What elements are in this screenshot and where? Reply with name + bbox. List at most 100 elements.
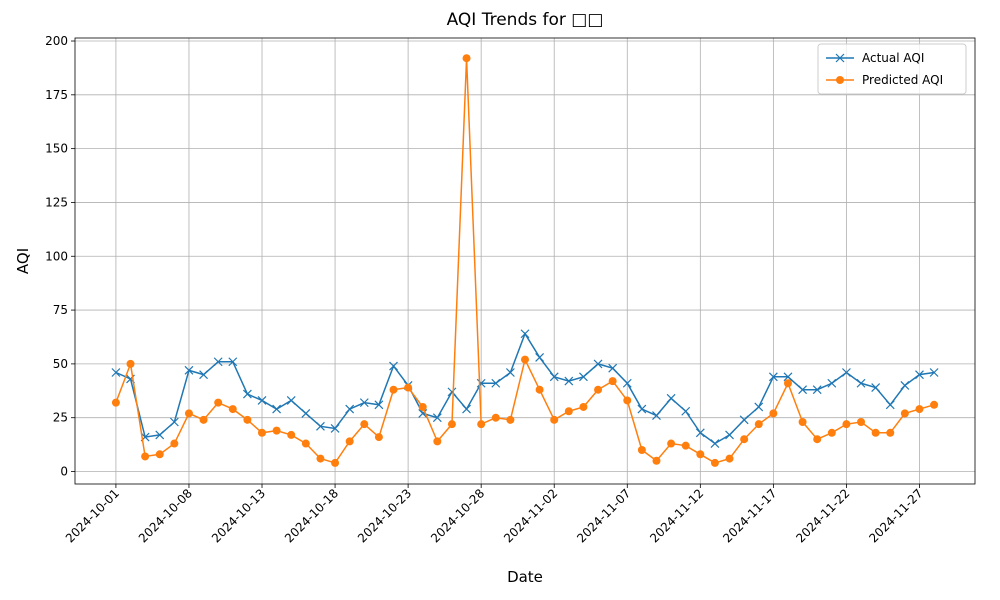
marker [184, 365, 194, 375]
marker [462, 404, 471, 414]
marker [505, 368, 515, 377]
marker-stroke [652, 411, 661, 420]
marker [331, 458, 340, 467]
marker [389, 385, 398, 394]
marker [286, 396, 296, 405]
y-tick-label: 25 [53, 411, 68, 425]
marker [608, 377, 617, 386]
x-tick-label: 2024-11-02 [501, 486, 560, 545]
marker [798, 418, 807, 427]
marker [579, 402, 588, 411]
marker-stroke [389, 361, 398, 371]
marker [900, 409, 909, 418]
marker-stroke [213, 357, 223, 367]
y-tick-label: 100 [45, 249, 68, 263]
x-tick-label: 2024-11-12 [647, 486, 706, 545]
marker [535, 353, 545, 362]
marker [345, 437, 354, 446]
marker [622, 378, 632, 388]
marker [301, 408, 311, 418]
marker-stroke [579, 372, 588, 382]
marker-stroke [505, 368, 515, 377]
marker [476, 378, 486, 388]
marker-stroke [768, 372, 778, 382]
marker-stroke [447, 387, 457, 397]
marker [141, 452, 150, 461]
marker [491, 378, 501, 388]
marker [155, 430, 165, 440]
marker-stroke [725, 430, 734, 440]
marker-stroke [835, 53, 845, 63]
y-tick-label: 175 [45, 88, 68, 102]
marker [228, 357, 238, 367]
x-tick-label: 2024-11-22 [793, 486, 852, 545]
marker-stroke [827, 378, 837, 388]
marker [374, 400, 384, 410]
marker [301, 439, 310, 448]
marker [330, 424, 340, 433]
marker [257, 396, 267, 405]
marker [739, 415, 749, 425]
marker-stroke [301, 408, 311, 418]
marker [681, 406, 691, 416]
marker-stroke [915, 370, 924, 380]
marker [637, 404, 647, 414]
legend-label: Predicted AQI [862, 73, 943, 87]
marker [754, 420, 763, 429]
marker [827, 428, 836, 437]
marker-stroke [520, 329, 530, 339]
marker-stroke [374, 400, 384, 410]
marker [740, 435, 749, 444]
marker [258, 428, 267, 437]
marker-stroke [462, 404, 471, 414]
marker [929, 368, 939, 377]
marker-stroke [871, 383, 881, 392]
marker [272, 404, 282, 414]
marker-stroke [666, 393, 676, 403]
marker-stroke [272, 404, 282, 414]
series-line [115, 58, 935, 464]
marker-stroke [242, 389, 252, 399]
marker [930, 400, 939, 409]
marker [696, 450, 705, 459]
marker-stroke [593, 359, 603, 369]
marker-stroke [199, 370, 208, 380]
legend-label: Actual AQI [862, 51, 924, 65]
marker [491, 413, 500, 422]
marker [170, 439, 179, 448]
marker [594, 385, 603, 394]
marker [549, 372, 559, 382]
marker [169, 417, 179, 427]
marker [155, 450, 164, 459]
marker [871, 428, 880, 437]
x-tick-label: 2024-11-17 [720, 486, 779, 545]
marker [623, 396, 632, 405]
x-tick-label: 2024-10-01 [63, 486, 122, 545]
marker [214, 398, 223, 407]
y-tick-label: 0 [60, 465, 68, 479]
x-tick-label: 2024-11-07 [574, 486, 633, 545]
marker [213, 357, 223, 367]
marker [184, 409, 193, 418]
marker-stroke [184, 365, 194, 375]
marker [652, 456, 661, 465]
marker [842, 420, 851, 429]
marker [856, 378, 866, 388]
marker-stroke [345, 404, 355, 414]
marker [418, 408, 428, 418]
x-tick-label: 2024-11-27 [866, 486, 925, 545]
marker [447, 387, 457, 397]
marker [418, 402, 427, 411]
marker [681, 441, 690, 450]
marker [535, 385, 544, 394]
marker [462, 54, 471, 63]
marker-stroke [622, 378, 632, 388]
y-axis-label: AQI [14, 248, 32, 274]
marker-stroke [856, 378, 866, 388]
marker-stroke [798, 385, 808, 395]
marker-stroke [549, 372, 559, 382]
x-tick-label: 2024-10-28 [428, 486, 487, 545]
marker [915, 370, 924, 380]
marker [447, 420, 456, 429]
marker-stroke [316, 421, 325, 431]
